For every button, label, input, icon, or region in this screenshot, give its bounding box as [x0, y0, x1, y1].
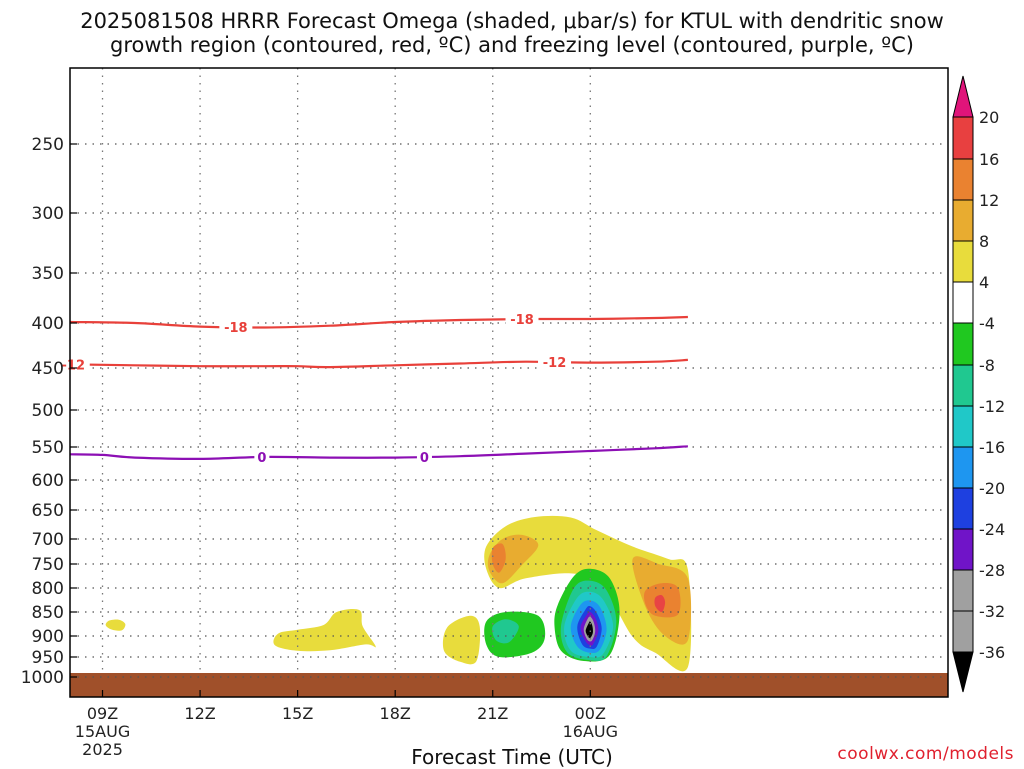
- colorbar-segment-4: [952, 281, 974, 324]
- colorbar-segment-10: [952, 528, 974, 571]
- omega-region-18: [585, 621, 593, 638]
- colorbar-segment-8: [952, 446, 974, 489]
- colorbar-label-5: -4: [979, 314, 995, 333]
- colorbar-legend: 20 16 12 8 4 -4 -8 -12 -16 -20 -24 -28 -32 -36: [952, 75, 1005, 693]
- colorbar-segment-gray: [952, 610, 974, 653]
- y-tick-label-550: 550: [32, 438, 64, 458]
- y-tick-label-650: 650: [32, 501, 64, 521]
- colorbar-label-2: 12: [979, 191, 999, 210]
- x-tick-label-18Z: 18Z: [380, 704, 411, 723]
- colorbar-segment-0: [952, 116, 974, 160]
- colorbar-bottom-arrow: [952, 651, 974, 693]
- x-axis-label: Forecast Time (UTC): [411, 745, 613, 769]
- omega-region-6: [491, 543, 506, 573]
- colorbar-segment-5: [952, 322, 974, 366]
- colorbar-label-10: -24: [979, 520, 1005, 539]
- chart-title-line-2: growth region (contoured, red, ºC) and f…: [110, 33, 914, 57]
- x-tick-year: 2025: [82, 740, 123, 759]
- plot-frame: [69, 67, 949, 698]
- y-tick-label-350: 350: [32, 264, 64, 284]
- x-tick-label-15Z: 15Z: [282, 704, 313, 723]
- colorbar-label-13: -36: [979, 643, 1005, 662]
- contour-lines: -18 -18 -12 -12 0 0: [56, 311, 688, 466]
- colorbar-segment-9: [952, 487, 974, 530]
- contour-label: -18: [224, 321, 248, 336]
- y-tick-label-900: 900: [32, 627, 64, 647]
- y-tick-label-850: 850: [32, 603, 64, 623]
- omega-region-3: [484, 515, 692, 672]
- colorbar-segment-6: [952, 364, 974, 407]
- colorbar-segment-2: [952, 199, 974, 242]
- x-tick-label-12Z: 12Z: [184, 704, 215, 723]
- colorbar-label-6: -8: [979, 356, 995, 375]
- contour-label: -12: [543, 356, 567, 371]
- contour-line-0: [69, 315, 688, 329]
- colorbar-label-7: -12: [979, 397, 1005, 416]
- contour-label-bg: [538, 354, 572, 371]
- contour-label-bg: [505, 311, 539, 328]
- contour-label: -18: [510, 313, 534, 328]
- contour-line-2: [69, 445, 688, 461]
- credit-text: coolwx.com/models: [837, 744, 1014, 764]
- contour-label-bg: [219, 319, 253, 336]
- contour-label: 0: [420, 451, 429, 466]
- colorbar-segment-3: [952, 240, 974, 283]
- y-tick-label-500: 500: [32, 401, 64, 421]
- omega-region-8: [654, 594, 666, 613]
- contour-line-1: [69, 358, 688, 369]
- contour-label-bg: [416, 448, 432, 465]
- y-axis-ticks: 250 300 350 400 450 500 550 600 650 700 750 800 850 9…: [21, 135, 77, 688]
- contour-label: 0: [257, 451, 266, 466]
- contour-label: -12: [62, 358, 86, 373]
- chart-title-line-1: 2025081508 HRRR Forecast Omega (shaded, …: [80, 9, 944, 33]
- y-tick-label-700: 700: [32, 530, 64, 550]
- x-tick-date: 15AUG: [75, 722, 130, 741]
- colorbar-label-3: 8: [979, 232, 989, 251]
- colorbar-label-0: 20: [979, 108, 999, 127]
- colorbar-label-1: 16: [979, 150, 999, 169]
- colorbar-top-arrow: [952, 75, 974, 118]
- y-tick-label-950: 950: [32, 648, 64, 668]
- y-tick-label-1000: 1000: [21, 668, 64, 688]
- y-tick-label-600: 600: [32, 471, 64, 491]
- x-tick-label-09Z: 09Z: [87, 704, 118, 723]
- omega-shaded-regions: [105, 515, 692, 672]
- colorbar-label-11: -28: [979, 561, 1005, 580]
- omega-region-2: [442, 615, 481, 665]
- contour-label-bg: [254, 448, 270, 465]
- contour-label-bg: [56, 356, 90, 373]
- ground-surface: [70, 673, 948, 697]
- colorbar-segment-1: [952, 158, 974, 201]
- omega-region-0: [105, 619, 126, 631]
- omega-region-1: [273, 608, 376, 652]
- colorbar-label-8: -16: [979, 438, 1005, 457]
- y-tick-label-250: 250: [32, 135, 64, 155]
- colorbar-label-9: -20: [979, 479, 1005, 498]
- colorbar-label-4: 4: [979, 273, 989, 292]
- x-tick-date: 16AUG: [563, 722, 618, 741]
- x-tick-label-00Z: 00Z: [575, 704, 606, 723]
- colorbar-segment-7: [952, 405, 974, 448]
- colorbar-segment-11: [952, 569, 974, 612]
- x-tick-label-21Z: 21Z: [477, 704, 508, 723]
- omega-region-10: [492, 619, 519, 644]
- y-tick-label-300: 300: [32, 204, 64, 224]
- y-tick-label-800: 800: [32, 579, 64, 599]
- y-tick-label-450: 450: [32, 359, 64, 379]
- colorbar-label-12: -32: [979, 602, 1005, 621]
- grid-lines: [70, 68, 948, 678]
- y-tick-label-750: 750: [32, 555, 64, 575]
- y-tick-label-400: 400: [32, 314, 64, 334]
